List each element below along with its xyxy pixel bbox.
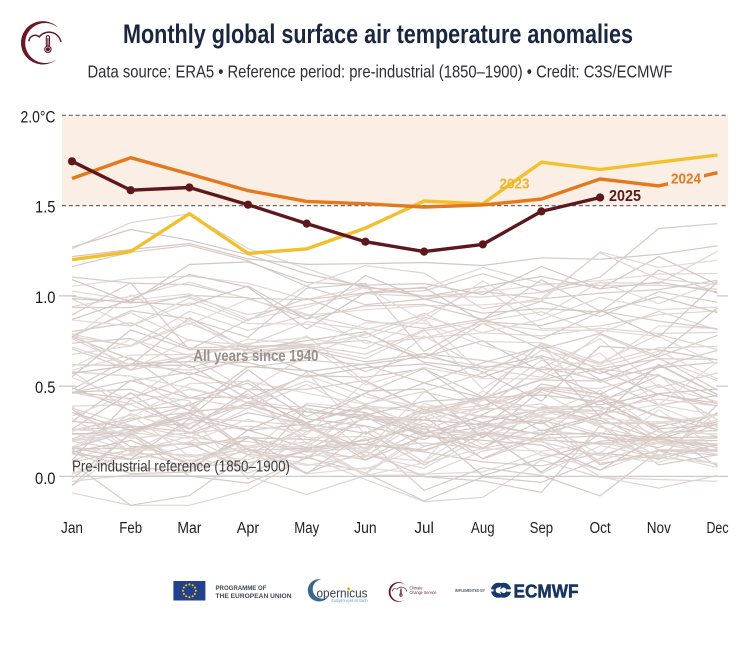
svg-text:2024: 2024 <box>671 171 702 188</box>
svg-text:Aug: Aug <box>471 520 495 537</box>
svg-text:Pre-industrial reference (1850: Pre-industrial reference (1850–1900) <box>72 459 290 476</box>
svg-text:THE EUROPEAN UNION: THE EUROPEAN UNION <box>216 593 292 600</box>
svg-text:IMPLEMENTED BY: IMPLEMENTED BY <box>455 588 485 593</box>
svg-text:Europe's eyes on Earth: Europe's eyes on Earth <box>332 598 368 603</box>
svg-text:PROGRAMME OF: PROGRAMME OF <box>216 585 267 592</box>
svg-text:Jul: Jul <box>414 520 434 537</box>
svg-text:Sep: Sep <box>530 520 554 537</box>
svg-text:1.5: 1.5 <box>35 198 56 217</box>
svg-text:Jan: Jan <box>61 520 83 537</box>
svg-text:May: May <box>294 520 319 537</box>
svg-text:Apr: Apr <box>237 520 260 537</box>
svg-text:Oct: Oct <box>589 520 611 537</box>
svg-text:Data source: ERA5 • Reference: Data source: ERA5 • Reference period: pr… <box>88 62 673 82</box>
svg-text:Climate: Climate <box>410 586 423 591</box>
svg-text:1.0: 1.0 <box>35 288 56 307</box>
svg-text:All years since 1940: All years since 1940 <box>194 348 319 365</box>
svg-text:0.0: 0.0 <box>35 469 56 488</box>
svg-text:0.5: 0.5 <box>35 378 56 397</box>
svg-text:Monthly global surface air tem: Monthly global surface air temperature a… <box>123 19 633 49</box>
svg-text:Jun: Jun <box>354 520 377 537</box>
svg-text:Mar: Mar <box>177 520 201 537</box>
svg-text:2.0°C: 2.0°C <box>21 107 56 126</box>
svg-text:Feb: Feb <box>119 520 142 537</box>
svg-text:ECMWF: ECMWF <box>514 582 579 602</box>
svg-text:opernicus: opernicus <box>317 586 368 601</box>
svg-text:Dec: Dec <box>706 520 728 537</box>
svg-text:2023: 2023 <box>500 176 530 193</box>
svg-text:2025: 2025 <box>609 188 641 205</box>
svg-text:Change Service: Change Service <box>410 590 437 595</box>
svg-text:Nov: Nov <box>647 520 671 537</box>
